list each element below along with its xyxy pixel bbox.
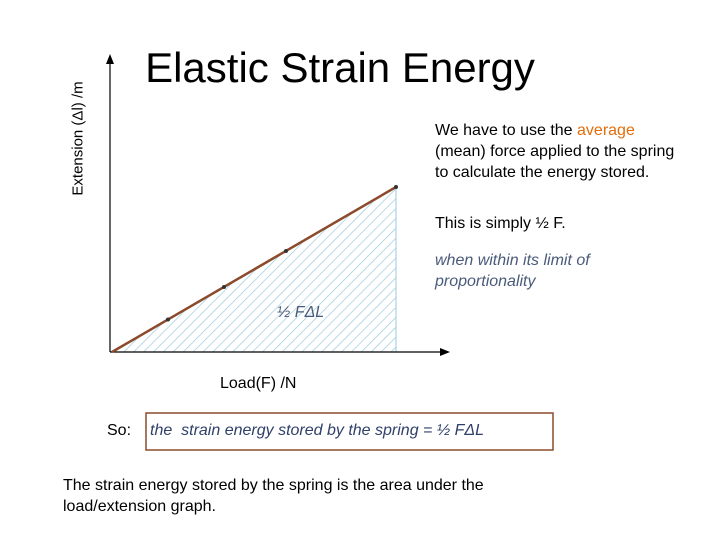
explanation-text: (mean) force applied to the spring to ca…	[435, 143, 675, 181]
point	[284, 249, 288, 253]
explanation: We have to use the average (mean) force …	[435, 120, 685, 183]
title: Elastic Strain Energy	[145, 44, 535, 91]
explanation-text: We have to use the	[435, 122, 573, 139]
y-axis-label: Extension (Δl) /m	[69, 81, 87, 196]
point	[222, 285, 226, 289]
y-axis-arrow	[106, 54, 114, 64]
highlight: average	[577, 122, 635, 139]
conclusion-box	[145, 412, 554, 451]
x-axis-label: Load(F) /N	[220, 375, 297, 392]
note: This is simply ½ F.	[435, 215, 566, 232]
area-label: ½ FΔL	[277, 304, 325, 321]
conclusion: the strain energy stored by the spring =…	[150, 422, 485, 439]
x-axis-arrow	[440, 348, 450, 356]
conclusion-prefix: So:	[107, 422, 132, 439]
point	[394, 185, 398, 189]
point	[166, 317, 170, 322]
graph-line	[111, 185, 397, 354]
condition: when within its limit of proportionality	[435, 252, 590, 290]
summary: The strain energy stored by the spring i…	[63, 477, 484, 515]
